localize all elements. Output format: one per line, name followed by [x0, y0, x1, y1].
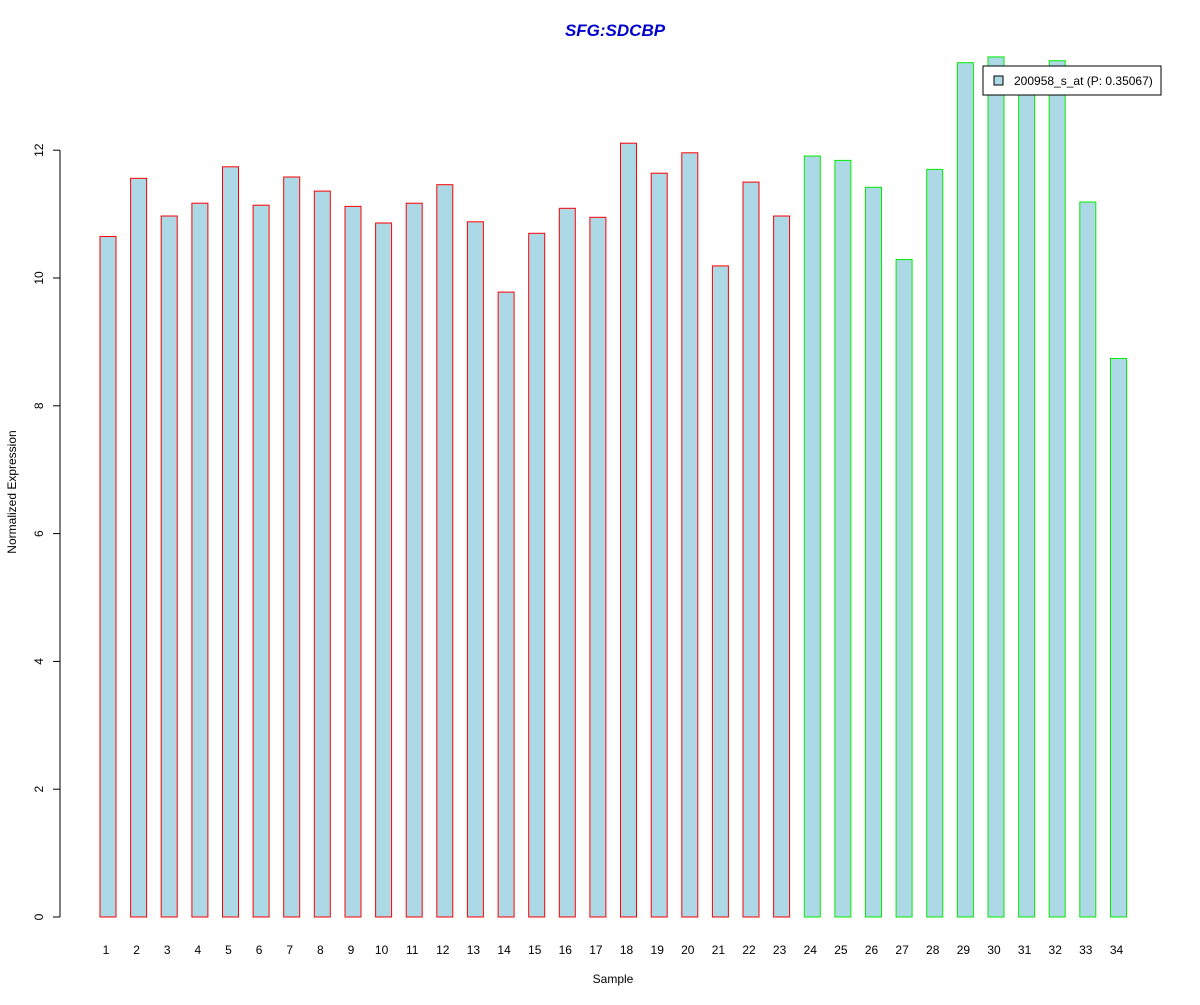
- x-tick-label: 12: [436, 943, 450, 957]
- x-tick-label: 24: [804, 943, 818, 957]
- bar-sample-3: [160, 215, 178, 918]
- bar-sample-20: [681, 152, 699, 918]
- x-tick-label: 34: [1110, 943, 1124, 957]
- bar-sample-12: [436, 184, 454, 918]
- x-tick-label: 32: [1049, 943, 1063, 957]
- x-tick-label: 15: [528, 943, 542, 957]
- x-tick-label: 11: [406, 943, 419, 957]
- x-tick-label: 13: [467, 943, 481, 957]
- x-tick-label: 20: [681, 943, 695, 957]
- bar-sample-11: [405, 202, 423, 918]
- x-tick-label: 1: [103, 943, 110, 957]
- bar-sample-23: [773, 215, 791, 918]
- y-axis: 0 2 4 6 8 10 12: [32, 143, 61, 920]
- bar-sample-17: [589, 216, 607, 918]
- bar-sample-1: [99, 236, 117, 918]
- bar-sample-2: [130, 177, 148, 918]
- x-tick-label: 18: [620, 943, 634, 957]
- x-tick-label: 5: [225, 943, 232, 957]
- x-tick-label: 22: [742, 943, 756, 957]
- x-tick-label: 2: [133, 943, 140, 957]
- bar-sample-26: [865, 186, 882, 918]
- legend-label: 200958_s_at (P: 0.35067): [1014, 74, 1153, 88]
- legend: 200958_s_at (P: 0.35067): [982, 65, 1162, 96]
- x-tick-label: 30: [987, 943, 1001, 957]
- bars-group: [99, 56, 1127, 918]
- x-tick-labels: 1 2 3 4 5 6 7 8 9 10 11 12 13 14 15 16 17 18 19 20 21 22 23 24 2…: [103, 943, 1124, 957]
- x-tick-label: 14: [497, 943, 511, 957]
- bar-sample-7: [283, 176, 301, 918]
- legend-swatch: [993, 75, 1004, 86]
- x-tick-label: 26: [865, 943, 879, 957]
- bar-sample-6: [252, 204, 270, 918]
- bar-sample-31: [1018, 82, 1036, 918]
- bar-sample-32: [1048, 60, 1066, 918]
- x-tick-label: 16: [559, 943, 573, 957]
- y-tick-label: 8: [32, 402, 46, 409]
- x-tick-label: 19: [651, 943, 665, 957]
- x-tick-label: 8: [317, 943, 324, 957]
- bar-sample-25: [834, 159, 852, 918]
- x-tick-label: 28: [926, 943, 940, 957]
- y-axis-label: Normalized Expression: [5, 430, 19, 553]
- bar-sample-15: [528, 232, 546, 918]
- y-tick-label: 12: [32, 143, 46, 157]
- x-tick-label: 27: [895, 943, 909, 957]
- x-tick-label: 7: [286, 943, 293, 957]
- x-tick-label: 31: [1018, 943, 1032, 957]
- x-tick-label: 23: [773, 943, 787, 957]
- x-tick-label: 10: [375, 943, 389, 957]
- y-tick-label: 6: [32, 530, 46, 537]
- x-tick-label: 9: [348, 943, 355, 957]
- bar-sample-34: [1110, 358, 1127, 918]
- bar-sample-27: [895, 259, 913, 918]
- bar-sample-33: [1079, 201, 1097, 918]
- bar-sample-21: [711, 265, 729, 918]
- x-tick-label: 17: [589, 943, 603, 957]
- bar-sample-9: [344, 205, 362, 918]
- bar-sample-18: [620, 142, 637, 918]
- y-tick-label: 10: [32, 271, 46, 285]
- bar-sample-4: [191, 202, 209, 918]
- legend-box: [982, 65, 1162, 96]
- x-tick-label: 25: [834, 943, 848, 957]
- bar-sample-22: [742, 181, 760, 918]
- bar-sample-5: [222, 166, 239, 918]
- y-tick-label: 2: [32, 786, 46, 793]
- bar-sample-29: [956, 62, 974, 918]
- x-axis-label: Sample: [593, 972, 634, 986]
- x-tick-label: 4: [195, 943, 202, 957]
- y-tick-label: 4: [32, 658, 46, 665]
- bar-sample-8: [313, 190, 331, 918]
- x-tick-label: 21: [712, 943, 726, 957]
- x-tick-label: 6: [256, 943, 263, 957]
- bar-sample-30: [987, 56, 1005, 918]
- bar-sample-19: [650, 172, 668, 918]
- bar-sample-14: [497, 291, 515, 918]
- x-tick-label: 3: [164, 943, 171, 957]
- bar-sample-24: [803, 155, 821, 918]
- bar-sample-16: [558, 207, 576, 918]
- bar-sample-13: [466, 221, 484, 918]
- x-tick-label: 29: [957, 943, 971, 957]
- bar-sample-10: [375, 222, 393, 918]
- bar-sample-28: [926, 168, 944, 918]
- y-tick-label: 0: [32, 913, 46, 920]
- x-tick-label: 33: [1079, 943, 1093, 957]
- chart-title: SFG:SDCBP: [565, 21, 666, 40]
